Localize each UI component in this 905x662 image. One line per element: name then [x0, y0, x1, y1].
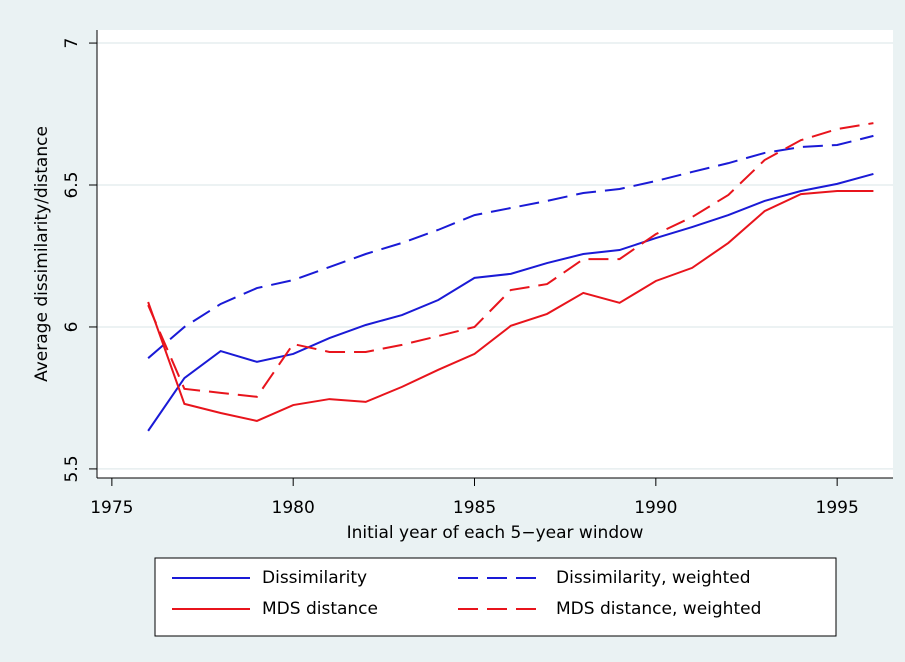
legend: [154, 557, 837, 637]
x-axis-label: Initial year of each 5−year window: [347, 523, 644, 543]
y-tick-label: 5.5: [62, 455, 82, 482]
series-line: [147, 172, 874, 432]
legend-label: MDS distance, weighted: [556, 599, 761, 619]
y-tick-label: 7: [62, 38, 82, 49]
legend-label: Dissimilarity: [262, 568, 367, 588]
plot-area: [97, 30, 893, 478]
x-tick-label: 1985: [453, 498, 496, 518]
y-axis-label: Average dissimilarity/distance: [32, 126, 52, 382]
legend-label: Dissimilarity, weighted: [556, 568, 751, 588]
series-line: [147, 122, 874, 398]
y-tick-label: 6.5: [62, 171, 82, 198]
x-tick-label: 1980: [272, 498, 315, 518]
series-line: [147, 134, 874, 359]
x-tick-label: 1975: [90, 498, 133, 518]
x-tick-label: 1990: [634, 498, 677, 518]
y-tick-label: 6: [62, 322, 82, 333]
x-tick-label: 1995: [816, 498, 859, 518]
legend-label: MDS distance: [262, 599, 378, 619]
series-line: [147, 189, 874, 422]
